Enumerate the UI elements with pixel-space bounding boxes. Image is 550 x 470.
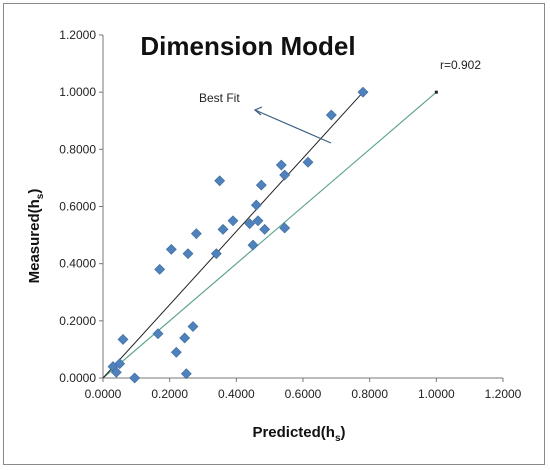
data-point	[275, 159, 287, 171]
data-point	[210, 248, 222, 260]
data-point	[250, 199, 262, 211]
x-tick-label: 1.2000	[485, 387, 522, 401]
y-tick-label: 1.2000	[59, 28, 96, 42]
data-point	[279, 169, 291, 181]
data-point	[259, 223, 271, 235]
data-point	[129, 372, 141, 384]
y-tick-label: 0.4000	[59, 257, 96, 271]
data-point	[182, 248, 194, 260]
data-point	[217, 223, 229, 235]
y-tick-label: 0.0000	[59, 371, 96, 385]
data-point	[170, 346, 182, 358]
best-fit-arrow	[254, 109, 332, 144]
data-point	[154, 263, 166, 275]
y-tick-label: 1.0000	[59, 85, 96, 99]
best-fit-label: Best Fit	[199, 91, 240, 105]
data-points	[107, 86, 369, 384]
data-point	[247, 239, 259, 251]
y-axis-label: Measured(hs)	[26, 189, 46, 284]
tick-labels: 0.0000 0.2000 0.4000 0.6000 0.8000 1.0000 1.20…	[59, 28, 521, 401]
chart-frame	[3, 3, 545, 465]
data-point	[179, 332, 191, 344]
data-point	[114, 358, 126, 370]
data-point	[165, 243, 177, 255]
x-tick-label: 1.0000	[418, 387, 455, 401]
data-point	[244, 218, 256, 230]
x-tick-label: 0.6000	[285, 387, 322, 401]
data-point	[117, 333, 129, 345]
best-fit-line	[102, 91, 364, 379]
data-point	[190, 228, 202, 240]
data-point	[227, 215, 239, 227]
best-fit-annotation: Best Fit	[199, 91, 332, 144]
svg-text:Measured(hs): Measured(hs)	[26, 189, 46, 284]
reference-line	[102, 91, 437, 379]
x-tick-label: 0.0000	[85, 387, 122, 401]
y-tick-label: 0.2000	[59, 314, 96, 328]
x-tick-label: 0.8000	[351, 387, 388, 401]
data-point	[187, 321, 199, 332]
data-point	[110, 366, 122, 378]
data-point	[152, 328, 164, 340]
data-point	[252, 215, 264, 227]
data-point	[255, 179, 267, 191]
chart-title: Dimension Model	[140, 31, 355, 61]
data-point	[279, 222, 291, 234]
fit-lines	[102, 90, 438, 379]
data-point	[180, 368, 192, 380]
r-value-label: r=0.902	[440, 58, 481, 72]
data-point	[357, 86, 369, 98]
y-tick-label: 0.6000	[59, 200, 96, 214]
x-tick-label: 0.2000	[151, 387, 188, 401]
data-point	[214, 175, 226, 187]
data-point	[302, 156, 314, 168]
x-axis-label: Predicted(hs)	[252, 424, 345, 444]
data-point	[325, 109, 337, 121]
y-tick-label: 0.8000	[59, 142, 96, 156]
x-tick-label: 0.4000	[218, 387, 255, 401]
reference-line-endpoint	[434, 90, 438, 94]
best-fit-arrow-head	[253, 106, 263, 116]
